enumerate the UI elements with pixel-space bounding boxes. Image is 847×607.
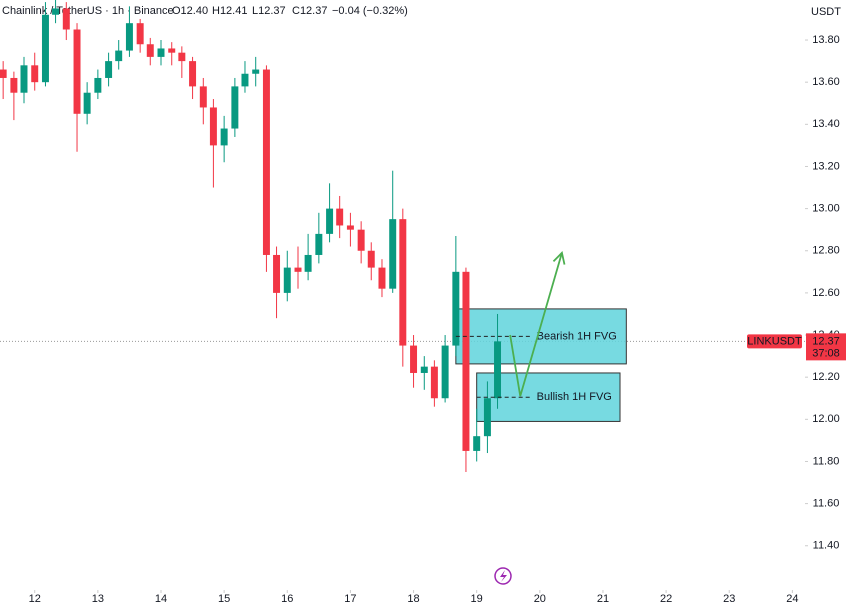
y-tick-label: 11.60 (813, 498, 840, 510)
y-tick-label: 12.20 (812, 371, 840, 383)
ohlc-value: O12.40 (172, 5, 208, 17)
y-tick-label: 11.80 (813, 455, 840, 467)
projection-arrow (509, 252, 563, 397)
candle-body (473, 436, 481, 451)
candle-body (430, 366, 438, 399)
candle-body (52, 8, 60, 15)
candle-body (199, 86, 207, 108)
candle-body (83, 92, 91, 114)
price-badge-value: 12.37 (812, 335, 840, 347)
candle-body (31, 65, 39, 83)
candle-body (357, 229, 365, 251)
x-tick-label: 13 (92, 593, 104, 605)
price-badge-countdown: 37:08 (812, 347, 840, 359)
x-tick-label: 21 (597, 593, 609, 605)
candle-body (441, 345, 449, 399)
x-tick-label: 19 (471, 593, 483, 605)
candle-body (378, 267, 386, 289)
candle-body (410, 345, 418, 373)
candle-body (73, 29, 81, 114)
y-tick-label: 13.60 (812, 76, 840, 88)
candle-body (62, 8, 70, 30)
candle-body (189, 61, 197, 87)
y-tick-label: 11.40 (813, 540, 840, 552)
candle-body (304, 254, 312, 272)
symbol-badge (747, 334, 802, 349)
symbol-badge-text: LINKUSDT (747, 335, 802, 347)
candle-body (483, 398, 491, 437)
candle-body (41, 14, 49, 83)
candle-body (283, 267, 291, 293)
candle-body (146, 44, 154, 57)
axis-unit: USDT (811, 6, 841, 18)
replay-icon (494, 567, 512, 585)
candle-body (294, 267, 302, 272)
candle-body (262, 69, 270, 255)
x-tick-label: 18 (407, 593, 419, 605)
candle-body (115, 50, 123, 62)
candle-body (494, 341, 502, 399)
candle-body (136, 23, 144, 45)
x-tick-label: 24 (786, 593, 798, 605)
ohlc-value: −0.04 (−0.32%) (332, 5, 408, 17)
price-badge (806, 333, 846, 361)
candle-body (20, 65, 28, 93)
candle-body (209, 107, 217, 146)
candle-body (241, 73, 249, 87)
ohlc-value: C12.37 (292, 5, 327, 17)
candle-body (389, 219, 397, 289)
y-tick-label: 12.60 (812, 287, 840, 299)
candle-body (231, 86, 239, 129)
candle-body (220, 128, 228, 146)
y-tick-label: 13.00 (812, 203, 840, 215)
candle-body (125, 23, 133, 51)
candle-body (252, 69, 260, 74)
candle-body (273, 254, 281, 293)
x-tick-label: 20 (534, 593, 546, 605)
x-tick-label: 12 (29, 593, 41, 605)
candle-body (157, 48, 165, 57)
x-tick-label: 15 (218, 593, 230, 605)
ohlc-value: L12.37 (252, 5, 286, 17)
x-tick-label: 14 (155, 593, 167, 605)
candle-body (346, 225, 354, 230)
candle-body (326, 208, 334, 234)
symbol-title: Chainlink / TetherUS · 1h · Binance (2, 5, 174, 17)
candle-body (420, 366, 428, 373)
ohlc-value: H12.41 (212, 5, 247, 17)
arrow-head (552, 251, 566, 265)
fvg-label: Bullish 1H FVG (537, 391, 612, 403)
candle-body (10, 77, 18, 93)
candle-body (452, 271, 460, 346)
y-tick-label: 12.00 (812, 413, 840, 425)
candle-body (315, 233, 323, 255)
x-tick-label: 16 (281, 593, 293, 605)
x-tick-label: 17 (344, 593, 356, 605)
candle-body (105, 61, 113, 78)
candle-body (399, 219, 407, 346)
y-tick-label: 13.40 (812, 118, 840, 130)
candle-body (168, 48, 176, 53)
candle-body (94, 77, 102, 93)
x-tick-label: 22 (660, 593, 672, 605)
fvg-label: Bearish 1H FVG (537, 330, 617, 342)
candle-body (336, 208, 344, 226)
candle-body (462, 271, 470, 451)
y-tick-label: 13.20 (812, 160, 840, 172)
y-tick-label: 12.80 (812, 245, 840, 257)
x-tick-label: 23 (723, 593, 735, 605)
candle-body (0, 69, 7, 78)
candle-body (178, 52, 186, 62)
candle-body (367, 250, 375, 268)
y-tick-label: 13.80 (812, 34, 840, 46)
